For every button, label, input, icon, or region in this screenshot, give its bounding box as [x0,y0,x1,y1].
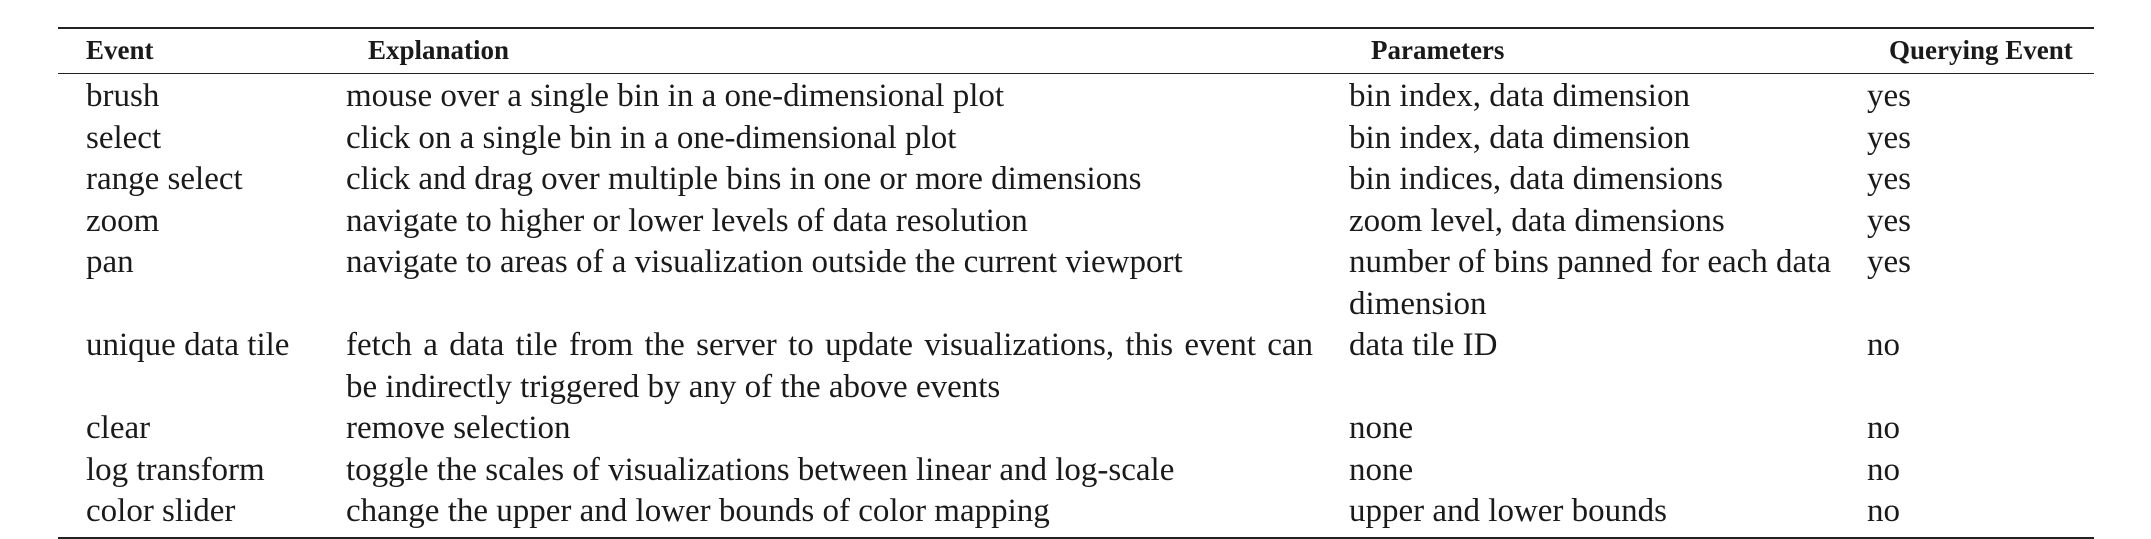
cell-event: clear [86,410,151,446]
cell-explanation: click on a single bin in a one-dimension… [346,119,957,156]
table-header: Event Explanation Parameters Querying Ev… [58,29,2094,74]
cell-parameters: bin index, data dimension [1349,119,1690,156]
cell-querying: yes [1867,119,1911,156]
cell-explanation: navigate to areas of a visualization out… [346,244,1183,280]
cell-explanation: remove selection [346,410,571,446]
cell-parameters: data tile ID [1349,327,1498,363]
cell-event: range select [86,161,243,197]
cell-querying: no [1867,493,1900,529]
top-rule [58,27,2094,29]
table-row: log transform toggle the scales of visua… [58,450,2094,492]
table-row: select click on a single bin in a one-di… [58,118,2094,160]
cell-parameters: bin index, data dimension [1349,78,1690,114]
table-row: zoom navigate to higher or lower levels … [58,201,2094,243]
cell-parameters: none [1349,451,1414,488]
header-explanation: Explanation [368,35,510,65]
header-rule-row [58,73,2094,74]
cell-event: color slider [86,493,236,529]
cell-querying: yes [1867,244,1911,280]
cell-querying: no [1867,327,1900,363]
cell-event: brush [86,78,160,114]
cell-querying: yes [1867,78,1911,114]
cell-parameters: number of bins panned for each data dime… [1349,244,1831,322]
cell-event: select [86,119,162,156]
cell-explanation: click and drag over multiple bins in one… [346,161,1142,197]
cell-explanation: change the upper and lower bounds of col… [346,493,1050,529]
events-table-grid: Event Explanation Parameters Querying Ev… [58,29,2094,537]
events-table: Event Explanation Parameters Querying Ev… [58,27,2094,539]
header-row: Event Explanation Parameters Querying Ev… [58,29,2094,73]
cell-explanation: toggle the scales of visualizations betw… [346,451,1175,488]
header-event: Event [86,35,154,65]
table-row: range select click and drag over multipl… [58,159,2094,201]
table-body: brush mouse over a single bin in a one-d… [58,74,2094,537]
cell-event: pan [86,244,134,280]
cell-explanation: fetch a data tile from the server to upd… [346,327,1313,405]
cell-querying: no [1867,451,1900,488]
cell-parameters: zoom level, data dimensions [1349,202,1725,239]
cell-event: unique data tile [86,327,290,363]
header-querying-event: Querying Event [1889,35,2073,65]
cell-event: zoom [86,202,160,239]
cell-querying: no [1867,410,1900,446]
table-row: brush mouse over a single bin in a one-d… [58,74,2094,118]
table-row: color slider change the upper and lower … [58,491,2094,537]
cell-parameters: none [1349,410,1414,446]
cell-explanation: mouse over a single bin in a one-dimensi… [346,78,1005,114]
header-rule [58,73,2094,74]
cell-parameters: upper and lower bounds [1349,493,1668,529]
table-row: pan navigate to areas of a visualization… [58,242,2094,325]
cell-querying: yes [1867,161,1911,197]
cell-event: log transform [86,451,265,488]
cell-querying: yes [1867,202,1911,239]
cell-explanation: navigate to higher or lower levels of da… [346,202,1028,239]
header-parameters: Parameters [1371,35,1505,65]
cell-parameters: bin indices, data dimensions [1349,161,1723,197]
table-row: clear remove selection none no [58,408,2094,450]
table-row: unique data tile fetch a data tile from … [58,325,2094,408]
